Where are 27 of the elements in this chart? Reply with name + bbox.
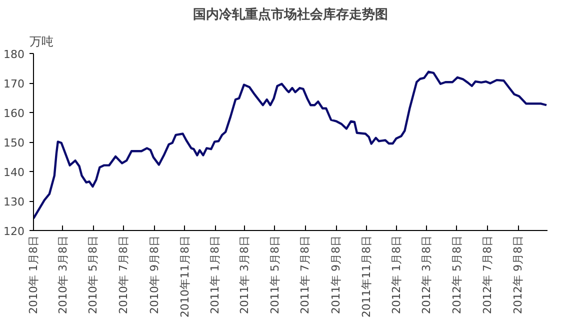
x-tick-label: 2011年 5月8日: [268, 235, 282, 314]
y-tick-label: 180: [4, 48, 25, 61]
line-series: [34, 70, 548, 220]
y-tick-label: 120: [4, 225, 25, 238]
x-tick-label: 2010年 1月8日: [27, 235, 40, 314]
y-tick-label: 170: [4, 78, 25, 90]
x-tick-label: 2011年 9月8日: [330, 235, 343, 314]
x-tick-label: 2010年 7月8日: [117, 235, 130, 314]
y-tick-label: 150: [4, 136, 25, 150]
x-tick-label: 2012年 1月8日: [390, 235, 404, 314]
y-tick-label: 160: [4, 107, 25, 120]
x-tick-label: 2012年 9月8日: [512, 235, 525, 314]
x-tick-label: 2012年 5月8日: [450, 235, 464, 314]
y-tick-label: 130: [4, 196, 25, 208]
x-tick-label: 2011年 1月8日: [208, 235, 222, 314]
x-tick-label: 2011年 3月8日: [238, 235, 251, 314]
chart-title: 国内冷轧重点市场社会库存走势图: [193, 6, 388, 22]
x-tick-label: 2011年 7月8日: [298, 235, 312, 314]
x-tick-label: 2010年11月8日: [178, 235, 192, 318]
x-tick-label: 2010年 3月8日: [56, 235, 70, 314]
x-tick-label: 2012年 3月8日: [420, 235, 434, 314]
x-tick-label: 2012年 7月8日: [480, 235, 494, 314]
x-tick-label: 2010年 9月8日: [148, 235, 161, 314]
y-tick-label: 140: [4, 166, 25, 179]
y-axis-title: 万吨: [30, 34, 54, 48]
x-tick-label: 2010年 5月8日: [86, 235, 100, 314]
x-tick-label: 2011年11月8日: [360, 235, 373, 318]
